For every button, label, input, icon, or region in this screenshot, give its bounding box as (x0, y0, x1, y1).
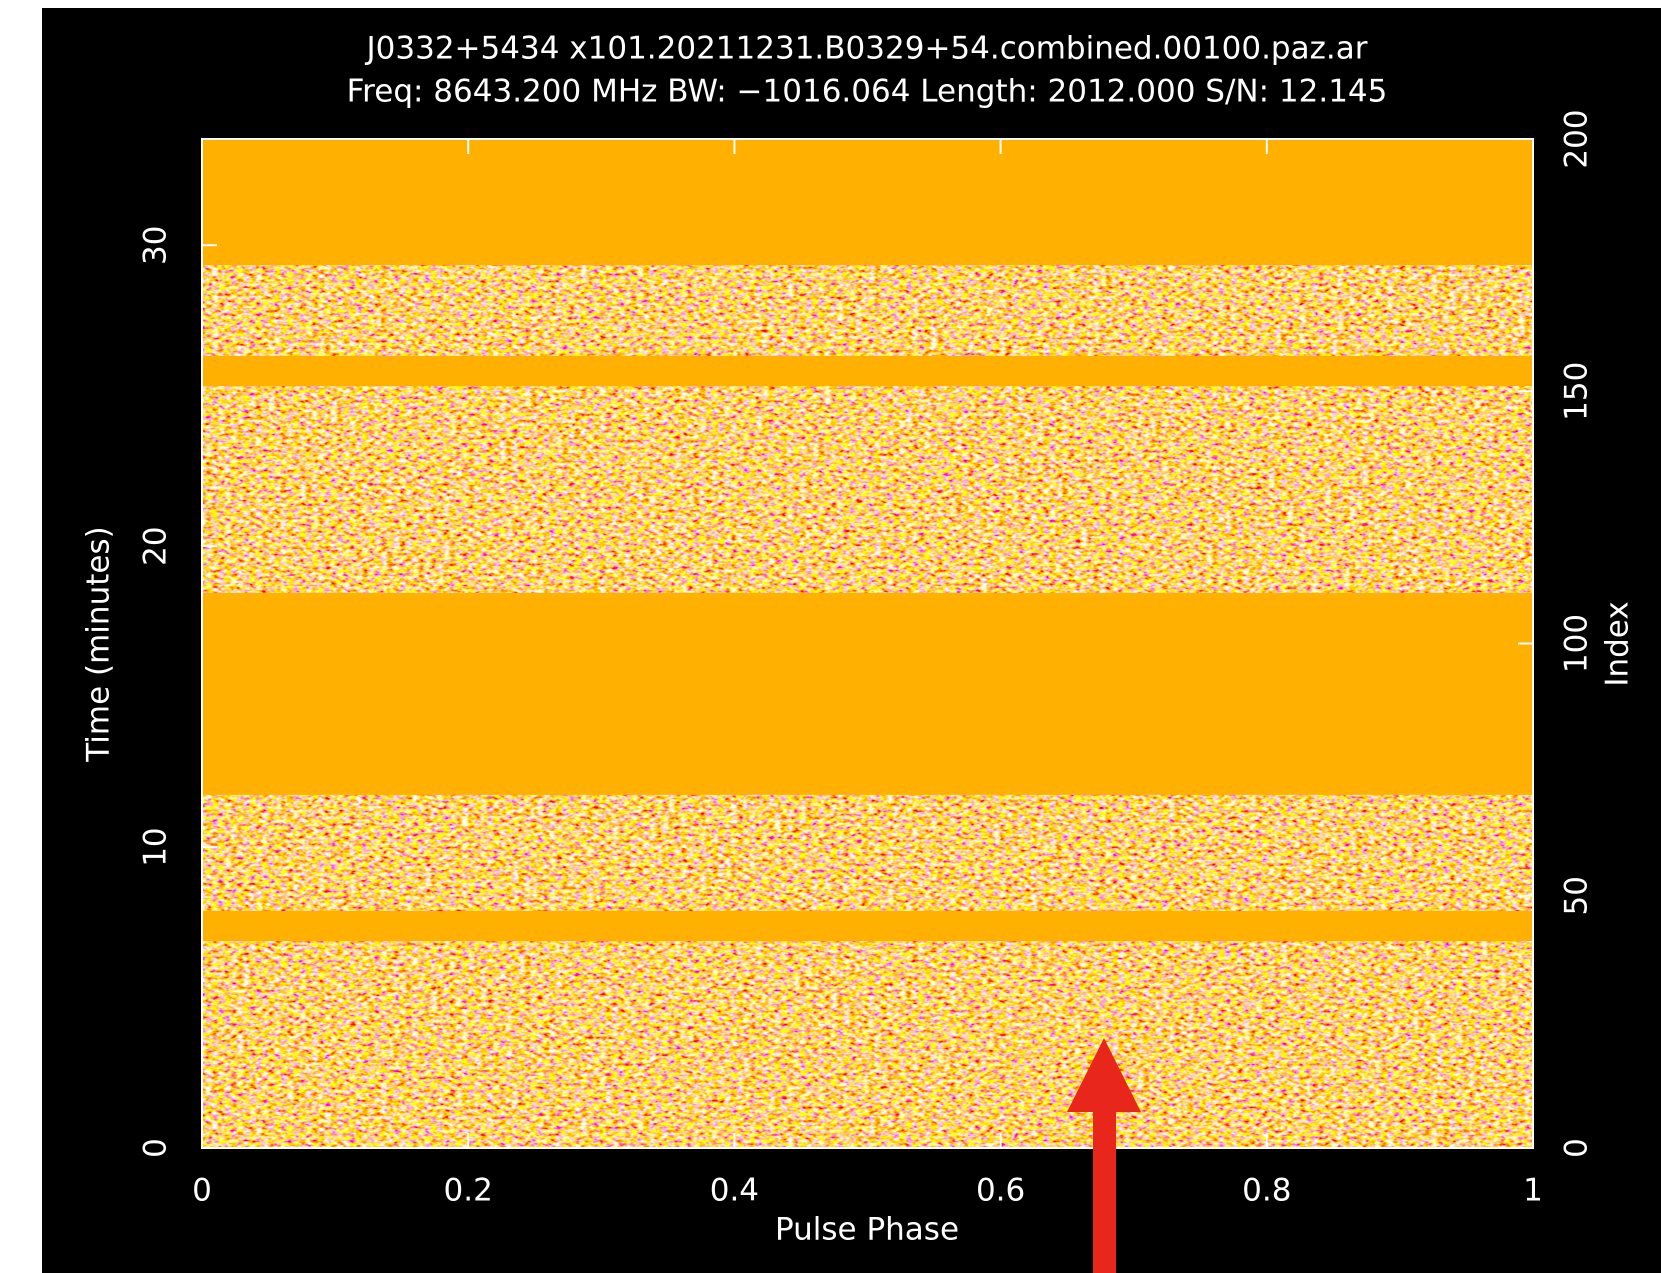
y2-tick-label: 150 (1559, 362, 1595, 421)
y-tick-label: 20 (138, 526, 174, 565)
y2-tick-label: 100 (1559, 614, 1595, 673)
y2-tick-label: 50 (1559, 876, 1595, 915)
y2-tick-label: 200 (1559, 109, 1595, 168)
chart-title: J0332+5434 x101.20211231.B0329+54.combin… (365, 31, 1368, 67)
arrow-head (1067, 1038, 1141, 1112)
arrow-shaft (1093, 1105, 1116, 1273)
x-tick-label: 0.8 (1242, 1173, 1291, 1209)
x-tick-label: 0.4 (710, 1173, 759, 1209)
chart-subtitle: Freq: 8643.200 MHz BW: −1016.064 Length:… (347, 74, 1388, 110)
y2-tick-label: 0 (1559, 1138, 1595, 1158)
x-tick-label: 1 (1523, 1173, 1543, 1209)
y2-axis-label: Index (1600, 601, 1636, 686)
x-tick-label: 0.2 (444, 1173, 493, 1209)
y-tick-label: 0 (138, 1138, 174, 1158)
x-tick-label: 0 (192, 1173, 212, 1209)
y-tick-label: 10 (138, 827, 174, 866)
masked-band (202, 910, 1533, 942)
masked-band (202, 139, 1533, 266)
annotation-arrow (1067, 1038, 1141, 1273)
y-axis-label: Time (minutes) (81, 526, 117, 762)
y-tick-label: 30 (138, 225, 174, 264)
x-tick-label: 0.6 (976, 1173, 1025, 1209)
x-axis-label: Pulse Phase (775, 1212, 959, 1248)
masked-band (202, 355, 1533, 387)
masked-band (202, 593, 1533, 795)
